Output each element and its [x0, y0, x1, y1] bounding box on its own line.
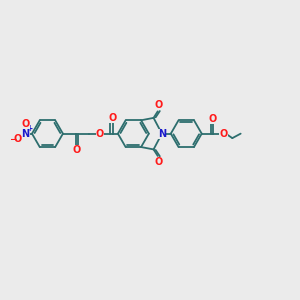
Text: O: O: [21, 119, 30, 129]
Text: O: O: [96, 129, 104, 139]
Text: +: +: [26, 124, 32, 134]
Text: O: O: [108, 112, 117, 123]
Text: O: O: [155, 100, 163, 110]
Text: −: −: [9, 134, 16, 143]
Text: O: O: [219, 129, 227, 139]
Text: O: O: [155, 158, 163, 167]
Text: O: O: [13, 134, 21, 144]
Text: O: O: [209, 114, 217, 124]
Text: N: N: [158, 129, 166, 139]
Text: N: N: [21, 129, 29, 139]
Text: O: O: [72, 145, 80, 155]
